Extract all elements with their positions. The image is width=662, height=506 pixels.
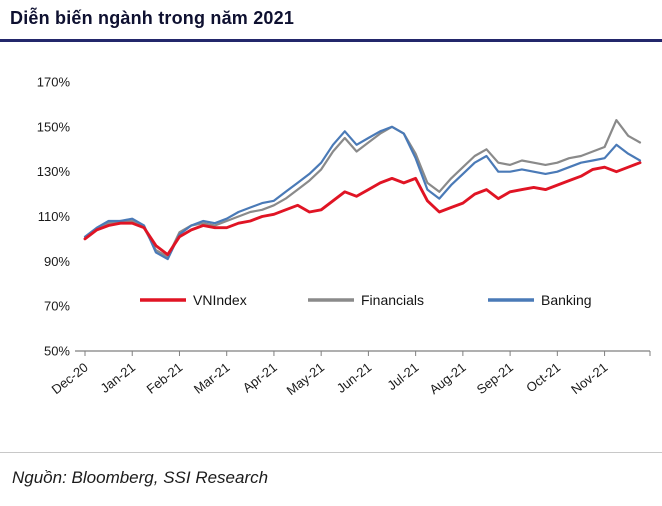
legend-label-vnindex: VNIndex: [193, 292, 247, 308]
y-tick-label: 70%: [44, 299, 70, 314]
x-tick-label: May-21: [284, 360, 327, 399]
source-text: Nguồn: Bloomberg, SSI Research: [12, 468, 269, 487]
y-tick-label: 150%: [37, 119, 71, 134]
x-tick-label: Feb-21: [144, 360, 186, 397]
x-tick-label: Apr-21: [240, 360, 280, 396]
x-tick-label: Jun-21: [334, 360, 375, 396]
y-tick-label: 130%: [37, 164, 71, 179]
x-tick-label: Jul-21: [384, 360, 421, 394]
y-tick-label: 50%: [44, 344, 70, 359]
x-tick-label: Sep-21: [474, 360, 516, 398]
series-line-vnindex: [83, 161, 642, 257]
chart-svg: 170% 150% 130% 110% 90% 70% 50%Dec-20 Jan-21 Feb…: [37, 75, 651, 399]
chart: 170% 150% 130% 110% 90% 70% 50% Dec-20 Jan-21 Feb…: [0, 48, 662, 440]
y-tick-label: 170%: [37, 75, 71, 90]
x-tick-label: Nov-21: [568, 360, 610, 398]
y-tick-label: 90%: [44, 254, 70, 269]
x-tick-label: Oct-21: [523, 360, 563, 396]
x-tick-label: Mar-21: [191, 360, 233, 397]
x-tick-label: Dec-20: [49, 360, 91, 398]
y-tick-label: 110%: [38, 209, 71, 224]
title-underline: [0, 39, 662, 42]
legend-label-financials: Financials: [361, 292, 424, 308]
x-tick-label: Jan-21: [98, 360, 139, 396]
chart-title: Diễn biến ngành trong năm 2021: [10, 8, 295, 28]
source-divider: [0, 452, 662, 453]
x-tick-label: Aug-21: [426, 360, 468, 398]
legend: VNIndex Financials Banking: [140, 292, 592, 308]
legend-label-banking: Banking: [541, 292, 592, 308]
